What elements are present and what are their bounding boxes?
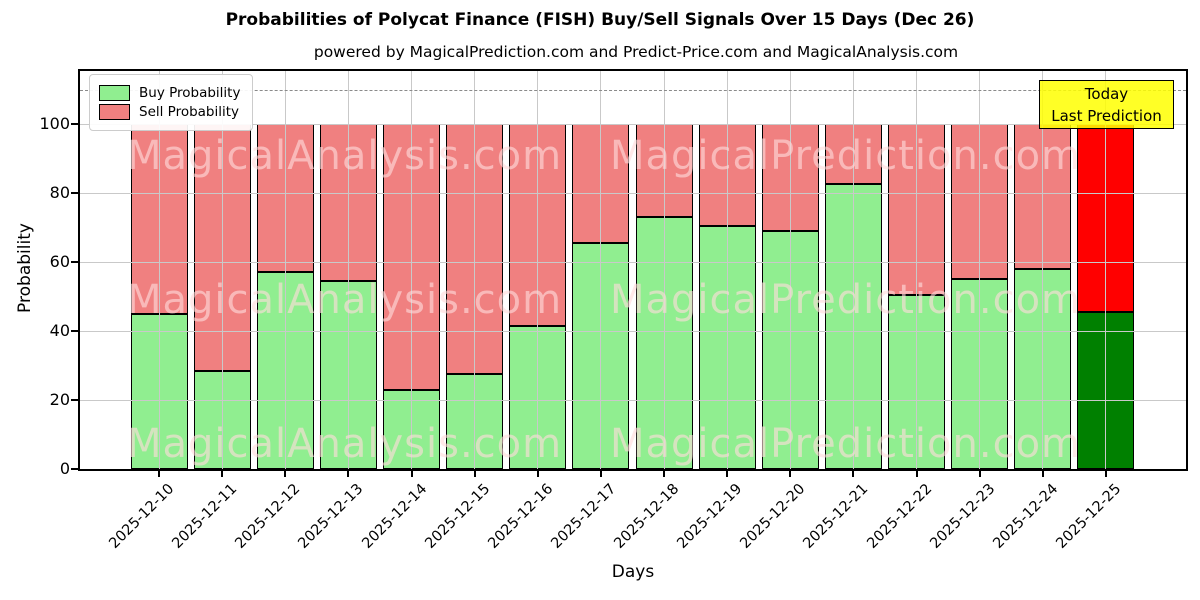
- grid-line-v-2025-12-23: [979, 71, 981, 469]
- y-tick-label-0: 0: [59, 459, 70, 478]
- x-tick-label-2025-12-13: 2025-12-13: [295, 481, 367, 552]
- page-title: Probabilities of Polycat Finance (FISH) …: [225, 10, 975, 30]
- today-annotation-box: Today Last Prediction: [1039, 80, 1174, 129]
- legend-swatch-sell: [99, 104, 130, 120]
- grid-line-v-2025-12-13: [347, 71, 349, 469]
- x-tick-2025-12-24: [1041, 471, 1044, 477]
- legend-item-buy: Buy Probability: [99, 85, 240, 101]
- x-tick-2025-12-20: [789, 471, 792, 477]
- x-tick-2025-12-13: [347, 471, 350, 477]
- x-tick-label-2025-12-24: 2025-12-24: [990, 481, 1062, 552]
- x-tick-label-2025-12-18: 2025-12-18: [611, 481, 683, 552]
- x-tick-label-2025-12-10: 2025-12-10: [106, 481, 178, 552]
- grid-line-h-20: [80, 399, 1186, 401]
- y-axis-label: Probability: [15, 223, 35, 313]
- x-tick-2025-12-16: [536, 471, 539, 477]
- x-tick-2025-12-17: [599, 471, 602, 477]
- grid-line-v-2025-12-22: [916, 71, 918, 469]
- legend-label-buy: Buy Probability: [139, 85, 241, 101]
- annotation-line2: Last Prediction: [1051, 106, 1162, 125]
- grid-line-h-100: [80, 123, 1186, 125]
- dashed-threshold-line: [80, 89, 1186, 91]
- legend-label-sell: Sell Probability: [139, 104, 240, 120]
- x-tick-2025-12-14: [410, 471, 413, 477]
- grid-line-v-2025-12-12: [284, 71, 286, 469]
- y-tick-label-20: 20: [49, 390, 70, 410]
- grid-line-v-2025-12-25: [1105, 71, 1107, 469]
- x-tick-label-2025-12-25: 2025-12-25: [1053, 481, 1125, 552]
- legend-item-sell: Sell Probability: [99, 104, 240, 120]
- grid-line-v-2025-12-24: [1042, 71, 1044, 469]
- annotation-line1: Today: [1084, 84, 1129, 103]
- y-tick-80: [71, 192, 78, 195]
- grid-line-h-40: [80, 330, 1186, 332]
- y-tick-label-60: 60: [49, 252, 70, 272]
- x-tick-2025-12-15: [473, 471, 476, 477]
- x-tick-label-2025-12-21: 2025-12-21: [800, 481, 872, 552]
- x-tick-label-2025-12-19: 2025-12-19: [674, 481, 746, 552]
- grid-line-h-80: [80, 192, 1186, 194]
- chart-legend: Buy Probability Sell Probability: [89, 74, 254, 131]
- x-tick-2025-12-19: [726, 471, 729, 477]
- x-axis-label: Days: [611, 562, 655, 582]
- x-tick-2025-12-25: [1104, 471, 1107, 477]
- y-tick-0: [71, 468, 78, 470]
- y-tick-label-100: 100: [39, 114, 70, 134]
- x-tick-2025-12-22: [915, 471, 918, 477]
- y-tick-60: [71, 261, 78, 264]
- grid-line-v-2025-12-16: [537, 71, 539, 469]
- x-tick-label-2025-12-12: 2025-12-12: [232, 481, 304, 552]
- x-tick-label-2025-12-16: 2025-12-16: [485, 481, 557, 552]
- x-tick-label-2025-12-23: 2025-12-23: [927, 481, 999, 552]
- x-tick-label-2025-12-11: 2025-12-11: [169, 481, 241, 552]
- y-tick-label-40: 40: [49, 321, 70, 341]
- x-tick-label-2025-12-15: 2025-12-15: [422, 481, 493, 552]
- grid-line-v-2025-12-21: [852, 71, 854, 469]
- x-tick-label-2025-12-14: 2025-12-14: [358, 481, 430, 552]
- x-tick-2025-12-18: [663, 471, 666, 477]
- x-tick-2025-12-10: [158, 471, 160, 477]
- grid-line-v-2025-12-18: [663, 71, 665, 469]
- x-tick-2025-12-21: [852, 471, 855, 477]
- x-tick-2025-12-11: [221, 471, 224, 477]
- plot-area: MagicalAnalysis.com MagicalPrediction.co…: [78, 69, 1188, 471]
- grid-line-v-2025-12-11: [221, 71, 223, 469]
- y-tick-100: [71, 123, 78, 126]
- legend-swatch-buy: [99, 85, 130, 101]
- x-tick-label-2025-12-17: 2025-12-17: [548, 481, 620, 552]
- grid-line-v-2025-12-17: [600, 71, 602, 469]
- y-tick-40: [71, 330, 78, 333]
- grid-line-v-2025-12-14: [411, 71, 413, 469]
- y-tick-20: [71, 399, 78, 402]
- x-tick-2025-12-23: [978, 471, 981, 477]
- grid-line-v-2025-12-20: [789, 71, 791, 469]
- y-tick-label-80: 80: [49, 183, 70, 203]
- grid-line-h-60: [80, 261, 1186, 263]
- chart-subtitle: powered by MagicalPrediction.com and Pre…: [313, 43, 959, 61]
- grid-line-v-2025-12-10: [158, 71, 160, 469]
- grid-line-v-2025-12-15: [474, 71, 476, 469]
- x-tick-label-2025-12-20: 2025-12-20: [737, 481, 809, 552]
- x-tick-2025-12-12: [284, 471, 287, 477]
- grid-line-v-2025-12-19: [726, 71, 728, 469]
- x-tick-label-2025-12-22: 2025-12-22: [863, 481, 935, 552]
